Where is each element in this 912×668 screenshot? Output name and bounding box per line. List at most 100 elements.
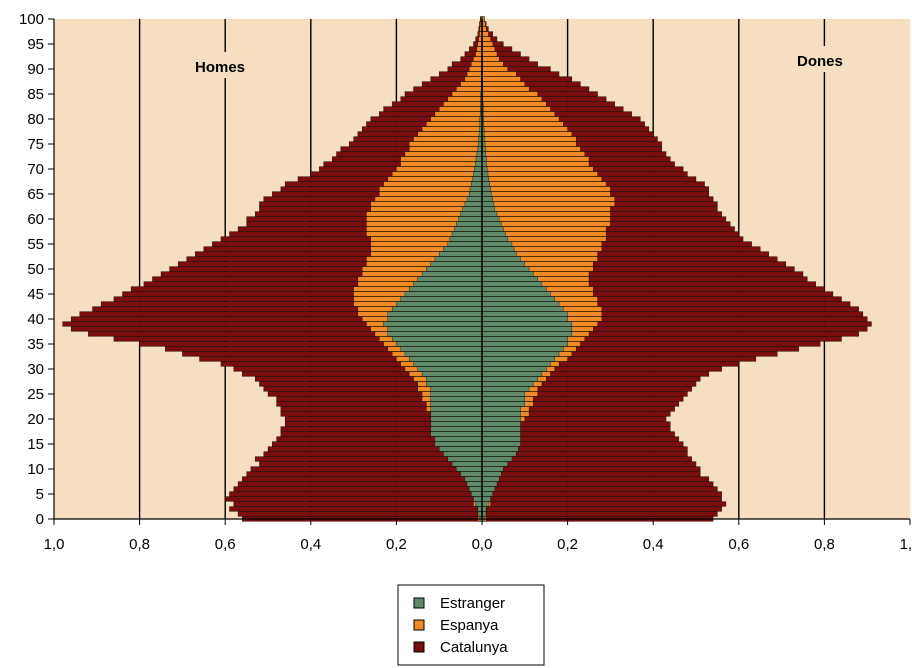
y-tick-label: 10 bbox=[27, 461, 44, 478]
bar-dones-estranger bbox=[481, 341, 568, 347]
bar-dones-estranger bbox=[481, 426, 521, 432]
bar-dones-espanya bbox=[481, 161, 590, 167]
bar-dones-estranger bbox=[481, 251, 517, 257]
bar-homes-estranger bbox=[421, 271, 483, 277]
bar-dones-estranger bbox=[481, 291, 551, 297]
bar-dones-espanya bbox=[481, 76, 521, 82]
bar-dones-espanya bbox=[481, 41, 493, 47]
bar-homes-estranger bbox=[404, 351, 483, 357]
bar-homes-estranger bbox=[434, 441, 483, 447]
bar-dones-espanya bbox=[481, 191, 611, 197]
bar-dones-catalunya bbox=[481, 496, 722, 502]
bar-homes-espanya bbox=[447, 96, 483, 102]
bar-homes-espanya bbox=[400, 161, 483, 167]
bar-dones-espanya bbox=[481, 36, 491, 42]
bar-dones-estranger bbox=[481, 406, 521, 412]
bar-homes-estranger bbox=[443, 451, 483, 457]
bar-dones-espanya bbox=[481, 56, 500, 62]
y-tick-label: 15 bbox=[27, 436, 44, 453]
bar-homes-estranger bbox=[447, 241, 483, 247]
bar-dones-estranger bbox=[481, 441, 521, 447]
bar-dones-catalunya bbox=[481, 506, 722, 512]
bar-homes-estranger bbox=[430, 406, 483, 412]
bar-homes-estranger bbox=[430, 391, 483, 397]
bar-homes-estranger bbox=[430, 421, 483, 427]
bar-homes-estranger bbox=[426, 381, 483, 387]
bar-dones-estranger bbox=[481, 191, 492, 197]
bar-homes-estranger bbox=[456, 466, 483, 472]
bar-dones-espanya bbox=[481, 101, 547, 107]
bar-dones-estranger bbox=[481, 396, 525, 402]
bar-homes-espanya bbox=[439, 106, 483, 112]
bar-homes-estranger bbox=[466, 481, 483, 487]
bar-homes-estranger bbox=[391, 336, 483, 342]
bar-homes-estranger bbox=[421, 371, 483, 377]
bar-dones-espanya bbox=[481, 91, 538, 97]
bar-homes-espanya bbox=[409, 141, 483, 147]
bar-dones-estranger bbox=[481, 276, 538, 282]
bar-dones-catalunya bbox=[481, 466, 701, 472]
bar-dones-estranger bbox=[481, 196, 493, 202]
bar-homes-estranger bbox=[387, 316, 483, 322]
homes-label-bg bbox=[186, 52, 270, 78]
bar-dones-espanya bbox=[481, 61, 504, 67]
x-tick-label: 0,6 bbox=[728, 536, 749, 553]
y-tick-label: 65 bbox=[27, 186, 44, 203]
bar-dones-estranger bbox=[481, 286, 547, 292]
bar-dones-estranger bbox=[481, 236, 508, 242]
bar-homes-estranger bbox=[464, 476, 483, 482]
y-tick-label: 75 bbox=[27, 136, 44, 153]
bar-dones-estranger bbox=[481, 431, 521, 437]
homes-label: Homes bbox=[195, 59, 245, 76]
y-tick-label: 80 bbox=[27, 111, 44, 128]
bar-homes-estranger bbox=[460, 471, 483, 477]
bar-homes-estranger bbox=[472, 176, 483, 182]
y-tick-label: 60 bbox=[27, 211, 44, 228]
bar-homes-estranger bbox=[387, 331, 483, 337]
bar-dones-espanya bbox=[481, 151, 585, 157]
y-tick-label: 95 bbox=[27, 36, 44, 53]
bar-dones-estranger bbox=[481, 371, 543, 377]
bar-homes-estranger bbox=[417, 276, 483, 282]
bar-dones-espanya bbox=[481, 166, 594, 172]
bar-dones-espanya bbox=[481, 206, 611, 212]
bar-homes-estranger bbox=[466, 196, 483, 202]
bar-dones-estranger bbox=[481, 356, 555, 362]
bar-homes-espanya bbox=[426, 121, 483, 127]
bar-dones-estranger bbox=[481, 186, 491, 192]
bar-dones-estranger bbox=[481, 336, 568, 342]
bar-dones-estranger bbox=[481, 221, 502, 227]
bar-homes-estranger bbox=[454, 226, 483, 232]
bar-dones-espanya bbox=[481, 46, 496, 52]
bar-dones-espanya bbox=[481, 51, 498, 57]
bar-homes-estranger bbox=[391, 306, 483, 312]
bar-dones-estranger bbox=[481, 456, 513, 462]
bar-dones-estranger bbox=[481, 501, 489, 507]
bar-dones-estranger bbox=[481, 486, 496, 492]
bar-dones-catalunya bbox=[481, 461, 697, 467]
x-tick-label: 0,4 bbox=[300, 536, 321, 553]
bar-dones-espanya bbox=[481, 171, 598, 177]
bar-dones-estranger bbox=[481, 346, 564, 352]
bar-homes-estranger bbox=[471, 491, 483, 497]
bar-dones-espanya bbox=[481, 121, 564, 127]
bar-dones-espanya bbox=[481, 176, 603, 182]
bar-homes-estranger bbox=[462, 206, 483, 212]
bar-homes-espanya bbox=[404, 151, 483, 157]
bar-dones-estranger bbox=[481, 296, 555, 302]
bar-dones-espanya bbox=[481, 126, 568, 132]
bar-homes-estranger bbox=[434, 256, 483, 262]
dones-label: Dones bbox=[797, 53, 843, 70]
x-tick-label: 0,0 bbox=[472, 536, 493, 553]
bar-dones-catalunya bbox=[481, 501, 727, 507]
bar-homes-estranger bbox=[430, 261, 483, 267]
bar-homes-espanya bbox=[460, 81, 483, 87]
legend-label-estranger: Estranger bbox=[440, 595, 505, 612]
bar-dones-espanya bbox=[481, 116, 560, 122]
bar-homes-estranger bbox=[430, 401, 483, 407]
bar-dones-espanya bbox=[481, 111, 555, 117]
bar-dones-estranger bbox=[481, 401, 525, 407]
bar-dones-estranger bbox=[481, 176, 490, 182]
bar-homes-estranger bbox=[430, 411, 483, 417]
